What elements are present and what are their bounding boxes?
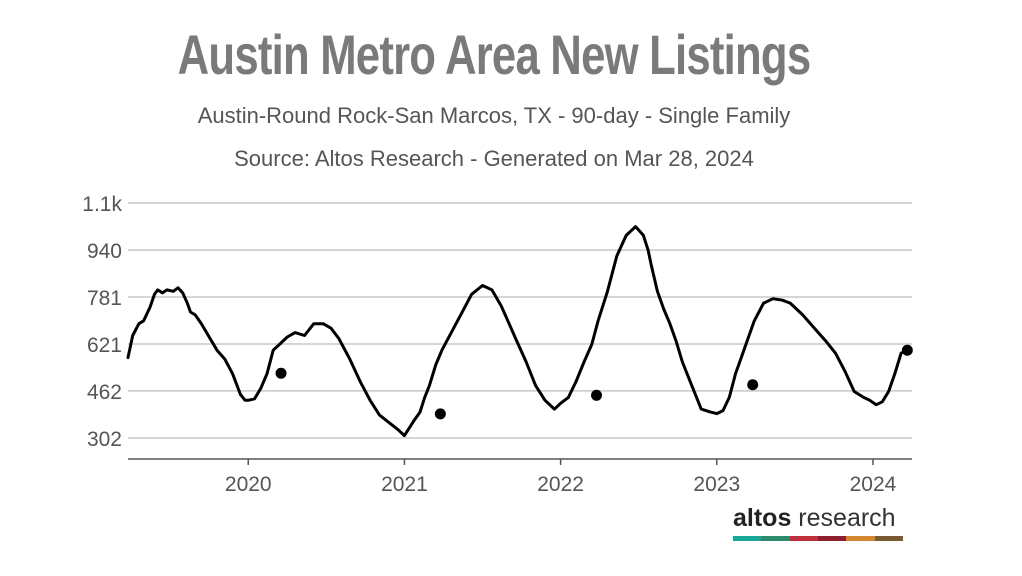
- logo-bar-segment: [789, 536, 818, 541]
- logo-brand: altos: [733, 504, 792, 532]
- logo-bar-segment: [874, 536, 903, 541]
- logo-bar-segment: [846, 536, 875, 541]
- chart-subtitle: Austin-Round Rock-San Marcos, TX - 90-da…: [197, 103, 791, 128]
- x-tick-label: 2024: [850, 473, 897, 496]
- chart-source: Source: Altos Research - Generated on Ma…: [234, 146, 754, 171]
- y-tick-label: 462: [87, 381, 122, 404]
- logo-bar-segment: [817, 536, 847, 541]
- data-point-marker: [434, 408, 446, 420]
- x-tick-label: 2021: [381, 473, 428, 496]
- x-tick-label: 2022: [537, 473, 584, 496]
- data-point-marker: [275, 367, 287, 379]
- y-tick-label: 940: [87, 240, 122, 263]
- altos-research-logo: altos research: [733, 504, 903, 541]
- y-tick-label: 1.1k: [82, 193, 122, 216]
- logo-bar-segment: [761, 536, 790, 541]
- y-tick-label: 302: [87, 428, 122, 451]
- data-point-marker: [747, 379, 759, 391]
- logo-color-bar: [733, 536, 903, 541]
- y-tick-label: 781: [87, 287, 122, 310]
- logo-suffix: research: [791, 504, 896, 532]
- chart-title: Austin Metro Area New Listings: [177, 23, 811, 86]
- logo-text: altos research: [733, 504, 903, 532]
- y-tick-label: 621: [87, 334, 122, 357]
- logo-bar-segment: [733, 536, 762, 541]
- x-tick-label: 2023: [693, 473, 740, 496]
- data-point-marker: [591, 389, 603, 401]
- data-point-marker: [901, 344, 913, 356]
- x-tick-label: 2020: [225, 473, 272, 496]
- series-line: [126, 225, 909, 438]
